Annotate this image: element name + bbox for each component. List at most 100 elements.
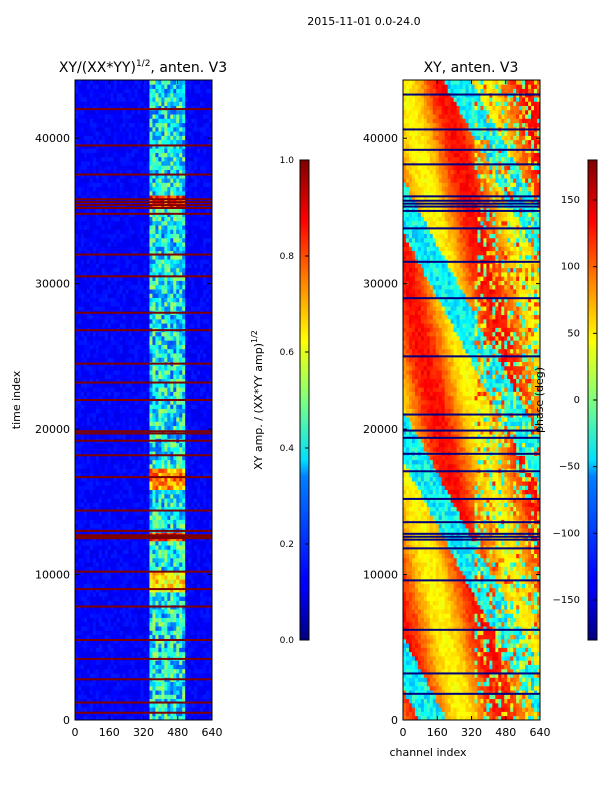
heatmap-cell [206, 634, 210, 640]
heatmap-cell [122, 421, 127, 426]
heatmap-cell [194, 549, 198, 554]
heatmap-cell [119, 523, 124, 529]
heatmap-cell [137, 421, 141, 426]
heatmap-cell [122, 459, 127, 465]
heatmap-cell [83, 643, 88, 648]
heatmap-cell [137, 592, 141, 597]
heatmap-cell [185, 464, 189, 469]
heatmap-cell [128, 289, 132, 294]
heatmap-cell [119, 451, 124, 456]
heatmap-cell [131, 272, 135, 277]
heatmap-cell [200, 472, 204, 478]
heatmap-cell [158, 340, 162, 345]
heatmap-cell [197, 506, 201, 512]
heatmap-cell [152, 297, 156, 303]
heatmap-cell [209, 634, 213, 640]
heatmap-cell [164, 451, 168, 456]
heatmap-cell [185, 664, 189, 670]
heatmap-cell [75, 481, 79, 486]
heatmap-cell [104, 318, 109, 324]
heatmap-cell [98, 540, 103, 546]
heatmap-cell [140, 267, 144, 273]
heatmap-cell [86, 442, 91, 448]
heatmap-cell [122, 314, 127, 320]
heatmap-cell [137, 434, 141, 439]
heatmap-cell [95, 545, 100, 550]
heatmap-cell [110, 272, 115, 277]
heatmap-cell [179, 417, 183, 422]
heatmap-cell [200, 609, 204, 614]
heatmap-cell [176, 515, 180, 520]
heatmap-cell [119, 647, 124, 653]
heatmap-cell [209, 664, 213, 670]
heatmap-cell [98, 267, 103, 273]
heatmap-cell [122, 557, 127, 563]
heatmap-cell [101, 446, 106, 452]
heatmap-cell [200, 630, 204, 636]
heatmap-cell [143, 626, 147, 631]
heatmap-cell [80, 540, 85, 546]
heatmap-cell [146, 267, 150, 273]
heatmap-cell [185, 387, 189, 392]
heatmap-cell [119, 592, 124, 597]
heatmap-cell [113, 340, 118, 345]
heatmap-cell [149, 630, 153, 636]
heatmap-cell [143, 574, 147, 580]
heatmap-cell [116, 545, 121, 550]
heatmap-cell [182, 314, 186, 320]
heatmap-cell [179, 668, 183, 674]
heatmap-cell [122, 408, 127, 414]
heatmap-cell [146, 412, 150, 418]
heatmap-cell [113, 485, 118, 490]
heatmap-cell [191, 519, 195, 525]
heatmap-cell [167, 481, 171, 486]
heatmap-cell [167, 493, 171, 499]
heatmap-cell [89, 690, 94, 695]
heatmap-cell [149, 459, 153, 465]
heatmap-cell [185, 434, 189, 439]
heatmap-cell [203, 284, 207, 290]
heatmap-cell [128, 510, 132, 516]
heatmap-cell [98, 647, 103, 653]
heatmap-cell [95, 400, 100, 405]
heatmap-cell [101, 506, 106, 512]
heatmap-cell [161, 331, 165, 337]
heatmap-cell [104, 634, 109, 640]
heatmap-cell [143, 540, 147, 546]
heatmap-cell [149, 348, 153, 354]
heatmap-cell [170, 280, 174, 286]
heatmap-cell [95, 600, 100, 606]
heatmap-cell [77, 592, 82, 597]
heatmap-cell [194, 506, 198, 512]
heatmap-cell [158, 387, 162, 392]
heatmap-cell [83, 621, 88, 627]
heatmap-cell [80, 498, 85, 503]
heatmap-cell [188, 434, 192, 439]
heatmap-cell [161, 668, 165, 674]
heatmap-cell [176, 306, 180, 311]
heatmap-cell [131, 297, 135, 303]
heatmap-cell [128, 323, 132, 328]
heatmap-cell [101, 621, 106, 627]
heatmap-cell [182, 638, 186, 644]
heatmap-cell [173, 596, 177, 601]
heatmap-cell [188, 673, 192, 678]
heatmap-cell [191, 707, 195, 712]
heatmap-cell [143, 336, 147, 341]
heatmap-cell [77, 523, 82, 529]
heatmap-cell [152, 519, 156, 525]
heatmap-cell [170, 690, 174, 695]
heatmap-cell [119, 600, 124, 606]
heatmap-cell [167, 711, 171, 717]
heatmap-cell [77, 668, 82, 674]
heatmap-cell [149, 592, 153, 597]
heatmap-cell [206, 673, 210, 678]
heatmap-cell [92, 523, 97, 529]
heatmap-cell [116, 323, 121, 328]
heatmap-cell [197, 476, 201, 482]
heatmap-cell [179, 395, 183, 401]
heatmap-cell [98, 510, 103, 516]
heatmap-cell [119, 485, 124, 490]
heatmap-cell [98, 284, 103, 290]
heatmap-cell [86, 391, 91, 397]
